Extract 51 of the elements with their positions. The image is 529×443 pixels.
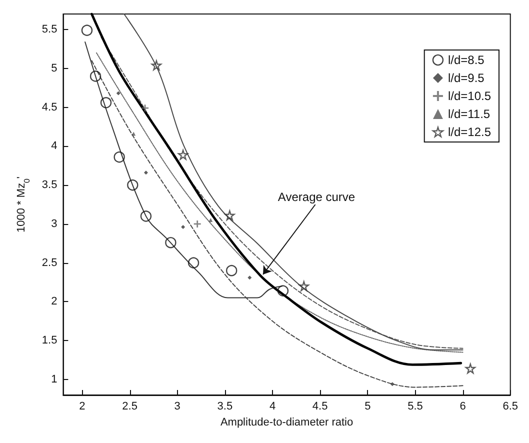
y-tick-label: 1.5 [42, 334, 58, 347]
point [224, 210, 235, 220]
x-tick-label: 6.5 [502, 400, 518, 412]
x-tick-label: 4 [269, 400, 276, 412]
point [181, 225, 186, 230]
point [465, 363, 476, 374]
point [188, 257, 200, 268]
point [277, 285, 289, 296]
legend-label: l/d=8.5 [448, 53, 485, 67]
y-tick-label: 3.5 [42, 179, 58, 192]
x-tick-label: 3.5 [217, 400, 233, 412]
legend-label: l/d=11.5 [448, 107, 490, 121]
x-tick-label: 5 [364, 400, 371, 412]
y-axis-title: 1000 * Mz0' [16, 176, 32, 233]
point [178, 150, 188, 160]
point [140, 210, 152, 222]
point [81, 24, 93, 36]
y-tick-label: 4 [51, 140, 58, 152]
point [100, 97, 112, 108]
point [194, 220, 201, 228]
y-tick-label: 3 [51, 218, 58, 230]
x-axis-title: Amplitude-to-diameter ratio [220, 416, 354, 428]
point [116, 91, 120, 96]
legend-label: l/d=10.5 [448, 89, 492, 103]
y-tick-label: 2 [51, 296, 58, 308]
y-tick-label: 5 [51, 62, 58, 74]
point [151, 60, 162, 70]
x-tick-label: 4.5 [312, 400, 328, 412]
legend-label: l/d=12.5 [448, 125, 492, 139]
point [142, 104, 149, 112]
point [127, 179, 138, 191]
legend-label: l/d=9.5 [448, 71, 485, 85]
point [165, 237, 176, 248]
y-tick-label: 5.5 [42, 24, 58, 36]
point [390, 382, 394, 386]
x-tick-label: 3 [174, 400, 180, 412]
point [114, 151, 125, 163]
x-tick-label: 6 [460, 400, 466, 412]
y-tick-label: 1 [51, 373, 58, 386]
point [298, 281, 309, 292]
y-tick-label: 2.5 [42, 256, 58, 269]
point [226, 264, 238, 276]
point [144, 170, 148, 175]
annotation: Average curve [278, 190, 356, 204]
x-tick-label: 2.5 [122, 400, 138, 412]
point [208, 218, 213, 222]
point [248, 276, 252, 280]
point [90, 70, 102, 82]
x-tick-label: 5.5 [408, 400, 423, 412]
y-tick-label: 4.5 [42, 101, 58, 114]
x-tick-label: 2 [79, 400, 86, 412]
